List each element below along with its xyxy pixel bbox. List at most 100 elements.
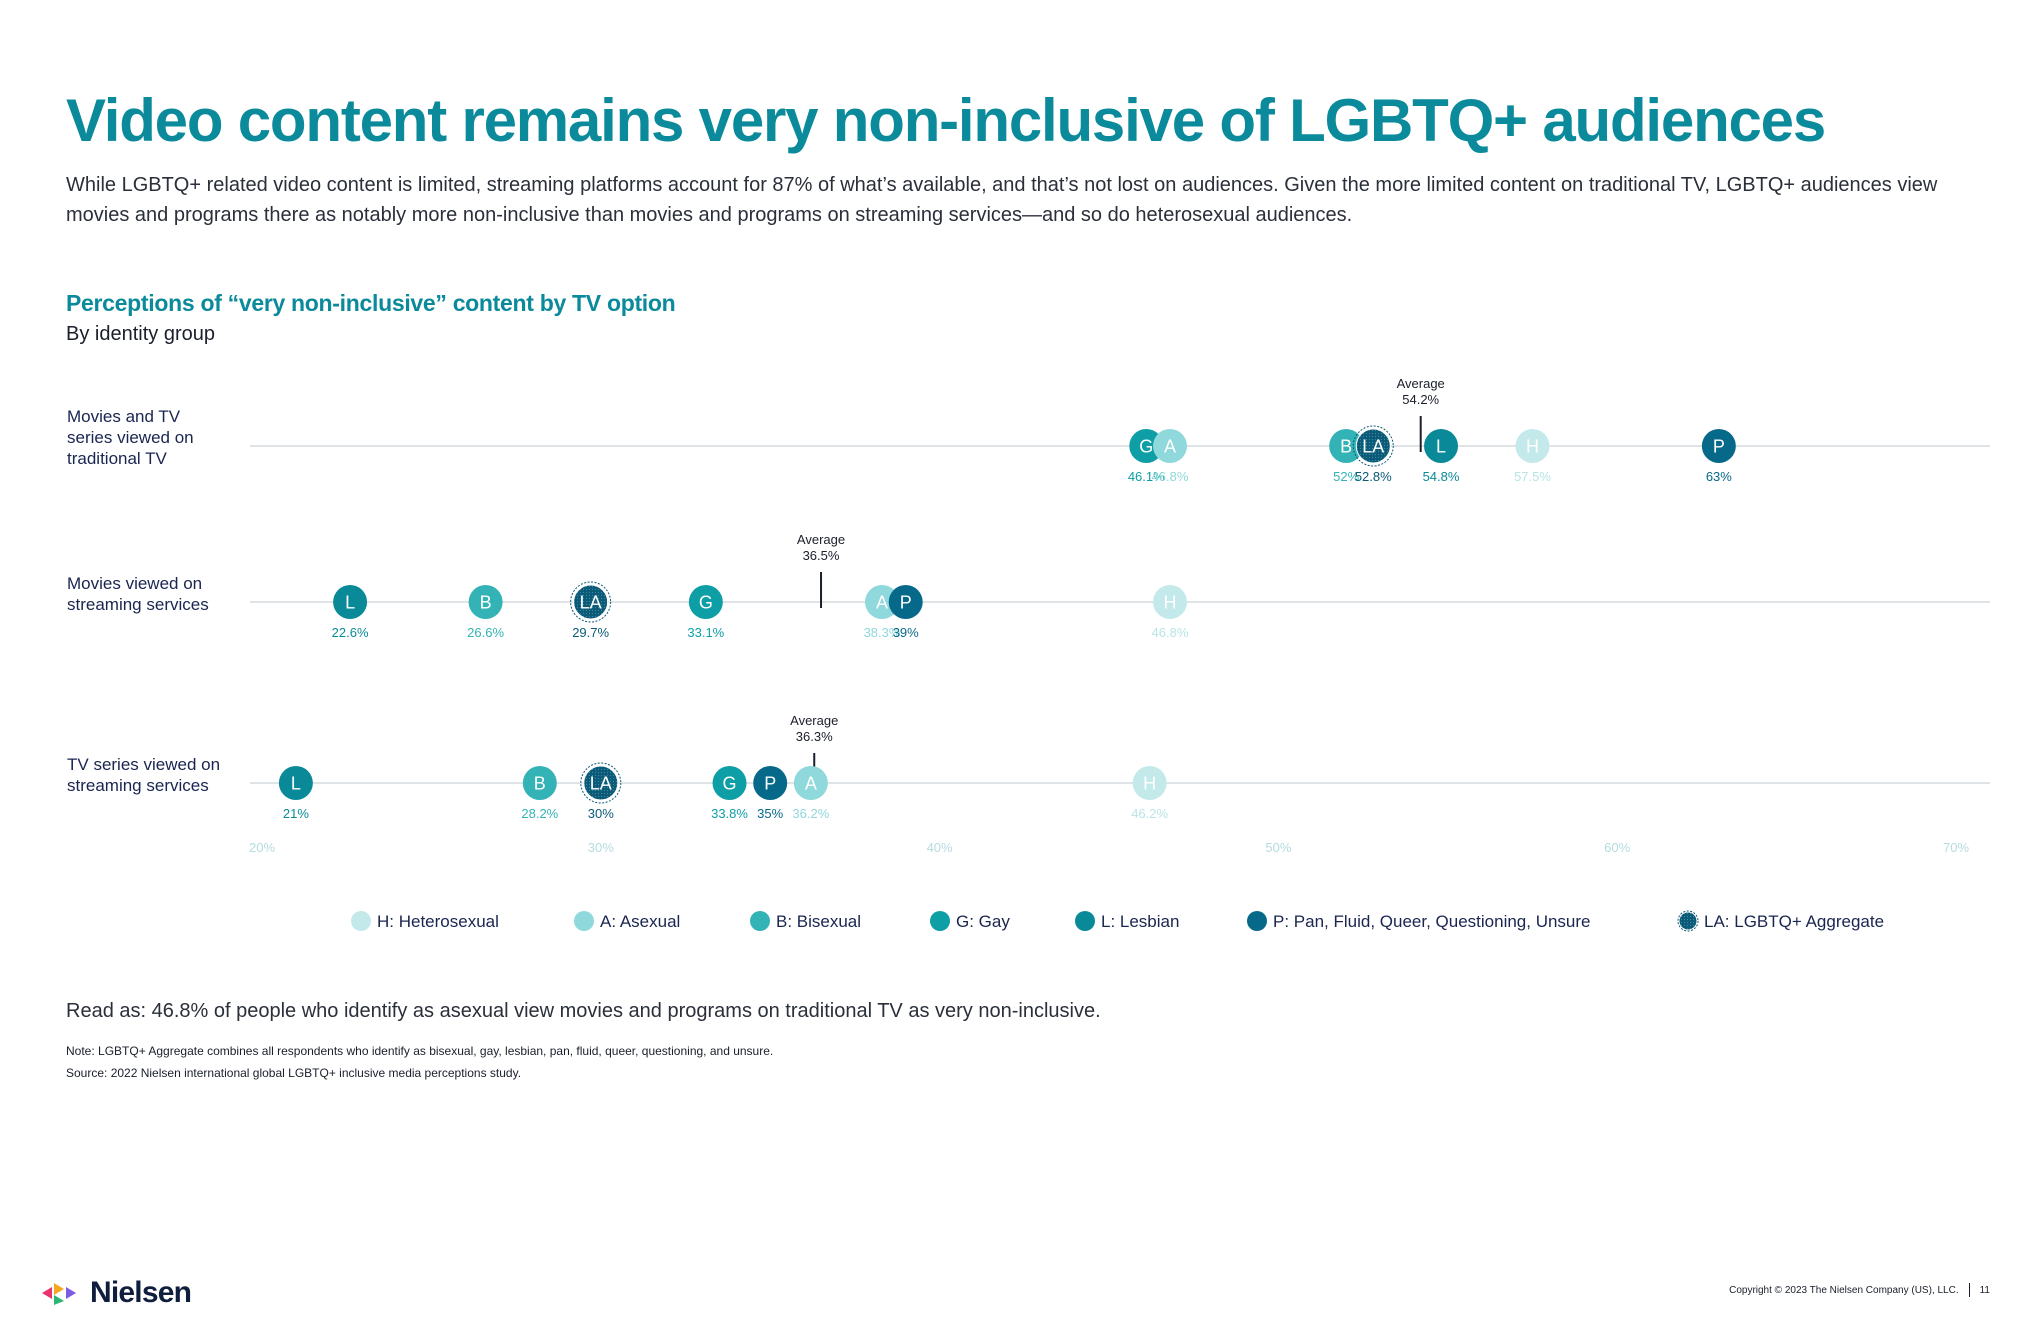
dot [1424,429,1459,463]
data-point-a: A 38.3% [864,585,901,640]
dot-letter: P [764,774,776,794]
data-point-h: H 46.8% [1152,585,1189,640]
data-point-h: H 57.5% [1514,429,1551,484]
dot-letter: P [1713,437,1725,457]
source-text: Source: 2022 Nielsen international globa… [66,1066,522,1080]
data-label: 63% [1706,469,1732,484]
dot-letter: L [345,593,355,613]
x-tick-label: 30% [588,840,614,855]
legend-item-b: B: Bisexual [750,911,861,931]
data-label: 30% [588,806,614,821]
data-label: 46.2% [1131,806,1168,821]
legend-label: A: Asexual [600,912,680,931]
data-point-p: P 35% [753,766,788,821]
chart-legend: H: Heterosexual A: Asexual B: Bisexual G: G… [351,910,1884,932]
legend-item-a: A: Asexual [574,911,680,931]
legend-swatch [750,911,770,931]
dot [793,766,828,800]
average-label: Average [790,713,838,728]
intro-paragraph: While LGBTQ+ related video content is li… [66,174,1938,226]
data-label: 22.6% [332,625,369,640]
data-point-la: LA 30% [580,762,622,821]
legend-item-l: L: Lesbian [1075,911,1179,931]
data-label: 54.8% [1423,469,1460,484]
dot-outline [1352,425,1394,467]
average-value-label: 36.3% [796,729,833,744]
data-point-l: L 54.8% [1423,429,1460,484]
page-number: 11 [1979,1284,1990,1296]
data-point-a: A 36.2% [792,766,830,821]
dot [333,585,368,619]
legend-label: LA: LGBTQ+ Aggregate [1704,912,1884,931]
row-label: Movies and TV series viewed on traditional… [67,407,194,468]
data-label: 46.8% [1152,625,1189,640]
data-point-h: H 46.2% [1131,766,1169,821]
legend-swatch [351,911,371,931]
row-label-line: Movies and TV [67,407,181,426]
chart-row-3: TV series viewed on streaming services Ave… [67,713,1990,821]
chart-title: Perceptions of “very non-inclusive” cont… [66,290,676,316]
chart-rows: Movies and TV series viewed on traditional… [67,376,1990,821]
chart-row-2: Movies viewed on streaming services Averag… [67,532,1990,640]
row-label: Movies viewed on streaming services [67,574,209,614]
data-point-p: P 39% [888,585,923,640]
x-axis-ticks: 20% 30% 40% 50% 60% 70% [249,840,1969,855]
legend-swatch [930,911,950,931]
dot [278,766,313,800]
dot-letter: A [805,774,817,794]
data-label: 52% [1333,469,1359,484]
dot-letter: L [291,774,301,794]
dot-letter: B [1340,437,1352,457]
legend-swatch [1075,911,1095,931]
legend-item-la: LA: LGBTQ+ Aggregate [1677,910,1884,932]
dot-letter: LA [1362,437,1384,457]
dot-letter: B [534,774,546,794]
legend-swatch [1679,912,1697,930]
data-label: 46.8% [1152,469,1189,484]
data-point-g: G 33.1% [687,585,725,640]
dot-letter: B [480,593,492,613]
legend-item-g: G: Gay [930,911,1010,931]
dot [1515,429,1550,463]
row-label-line: series viewed on [67,428,194,447]
chart-row-1: Movies and TV series viewed on traditional… [67,376,1990,484]
data-label: 21% [283,806,309,821]
x-tick-label: 60% [1604,840,1630,855]
dot [522,766,557,800]
dot-outline [570,581,612,623]
legend-label: B: Bisexual [776,912,861,931]
x-tick-label: 70% [1943,840,1969,855]
data-label: 46.1% [1128,469,1165,484]
data-label: 52.8% [1355,469,1392,484]
data-point-b: B 28.2% [521,766,559,821]
dot [468,585,503,619]
dot [1132,766,1167,800]
dot [1129,429,1164,463]
dot-letter: H [1163,593,1176,613]
data-point-g: G 33.8% [711,766,748,821]
dot-letter: G [723,774,737,794]
footer-divider [1968,1283,1970,1297]
dot-letter: P [900,593,912,613]
dot-letter: LA [590,774,612,794]
data-point-la: LA 29.7% [570,581,612,640]
dot-letter: H [1143,774,1156,794]
data-label: 38.3% [864,625,901,640]
average-value-label: 54.2% [1402,392,1439,407]
data-label: 57.5% [1514,469,1551,484]
dot [865,585,900,619]
row-label-line: streaming services [67,595,209,614]
dot [583,765,619,801]
dot [1152,585,1187,619]
data-point-l: L 22.6% [332,585,369,640]
dot [712,766,747,800]
dot [688,585,723,619]
nielsen-wordmark: Nielsen [90,1276,192,1309]
dot-letter: A [876,593,888,613]
dot [1701,429,1736,463]
read-as-text: Read as: 46.8% of people who identify as… [66,1000,1101,1022]
dot-letter: H [1526,437,1539,457]
data-point-g: G 46.1% [1128,429,1165,484]
row-label-line: streaming services [67,776,209,795]
chart-subtitle: By identity group [66,323,215,345]
